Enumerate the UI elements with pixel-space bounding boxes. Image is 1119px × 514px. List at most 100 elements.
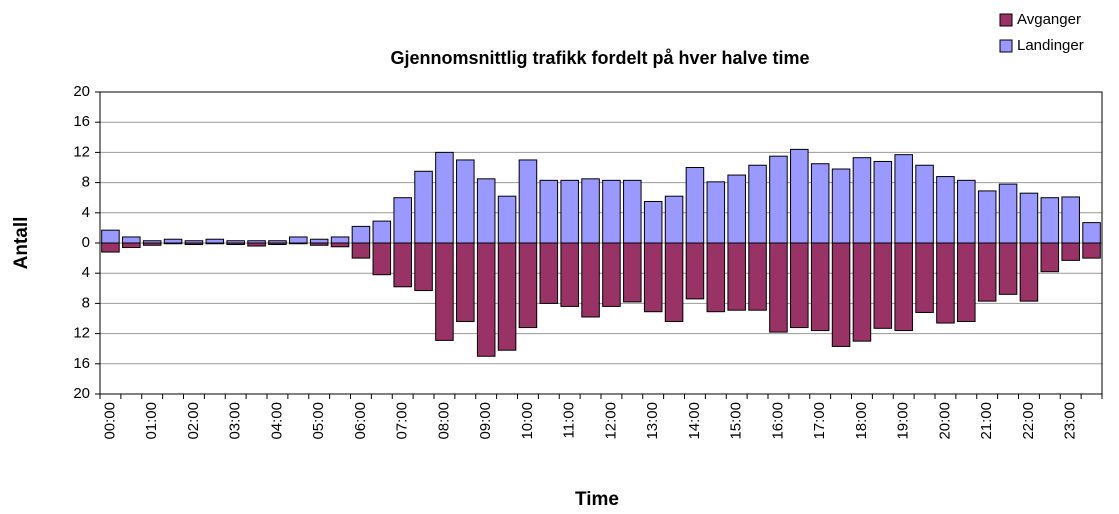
bar [1082,242,1101,259]
y-tick-label: 4 [82,204,90,221]
x-tick-label: 19:00 [895,402,912,440]
bar [957,179,976,244]
bar [831,168,851,244]
chart-title: Gjennomsnittlig trafikk fordelt på hver … [390,48,809,68]
bar [915,242,934,313]
bar [998,183,1018,244]
bar [1019,192,1039,244]
bar [581,178,600,244]
y-tick-label: 16 [73,355,90,372]
x-tick-label: 12:00 [602,402,619,440]
x-tick-label: 22:00 [1020,402,1037,440]
bar [769,242,788,333]
bar [852,157,872,244]
bar [456,159,475,244]
bar [163,238,183,244]
bar [497,242,517,351]
bar [372,220,392,244]
bar [602,242,621,307]
bar [414,170,433,244]
bar [393,197,412,244]
bar [602,179,621,244]
bar [1019,242,1039,302]
bar [476,242,496,357]
bar [351,225,371,244]
bar [831,242,851,347]
bar [1040,197,1060,244]
x-tick-label: 21:00 [978,402,995,440]
bar [226,240,245,244]
bar [518,242,538,329]
y-tick-label: 16 [73,113,90,130]
y-tick-label: 20 [73,385,90,402]
legend-label: Avganger [1017,11,1081,28]
bar [643,200,663,244]
y-tick-label: 12 [73,325,90,342]
bar [414,242,433,292]
bar [122,242,141,249]
bar [894,242,913,332]
bar [539,179,559,244]
bar [810,163,830,244]
bar [706,181,726,244]
bar [685,242,705,300]
x-tick-label: 16:00 [769,402,786,440]
bar [330,236,350,244]
bar [685,167,705,244]
x-tick-label: 10:00 [519,402,536,440]
bar [456,242,475,323]
bar [184,240,204,244]
y-tick-label: 8 [82,174,90,191]
x-tick-label: 03:00 [227,402,244,440]
x-tick-label: 13:00 [644,402,661,440]
y-axis-label: Antall [11,217,32,270]
bar [476,178,496,244]
x-tick-label: 02:00 [185,402,202,440]
bar [330,242,350,248]
legend-swatch [999,39,1013,53]
bar [727,174,746,244]
x-tick-label: 06:00 [352,402,369,440]
y-tick-label: 20 [73,83,90,100]
bar [998,242,1018,295]
bar [393,242,412,288]
bar [539,242,559,304]
bar [790,148,809,244]
bar [268,240,287,244]
bar [852,242,872,342]
bar [706,242,726,313]
bar [769,155,788,244]
bar [790,242,809,329]
x-tick-label: 00:00 [101,402,118,440]
bar [873,160,893,244]
bar [142,240,162,244]
legend-swatch [999,13,1013,27]
bar [977,242,997,302]
bar [957,242,976,323]
bar [873,242,893,329]
bar [623,179,642,244]
x-tick-label: 05:00 [310,402,327,440]
bar [372,242,392,276]
bar [581,242,600,318]
x-tick-label: 23:00 [1062,402,1079,440]
bar [643,242,663,313]
x-tick-label: 20:00 [936,402,953,440]
bar [664,242,684,323]
bar [727,242,746,311]
bar [623,242,642,303]
bar [810,242,830,332]
bar [351,242,371,259]
bar [894,154,913,244]
bar [560,179,579,244]
x-tick-label: 07:00 [394,402,411,440]
bar [1082,222,1101,244]
y-tick-label: 12 [73,143,90,160]
x-tick-label: 01:00 [143,402,160,440]
x-tick-label: 08:00 [435,402,452,440]
bar [1061,242,1080,261]
x-tick-label: 11:00 [561,402,578,438]
bar [122,236,141,244]
bar [748,164,767,244]
